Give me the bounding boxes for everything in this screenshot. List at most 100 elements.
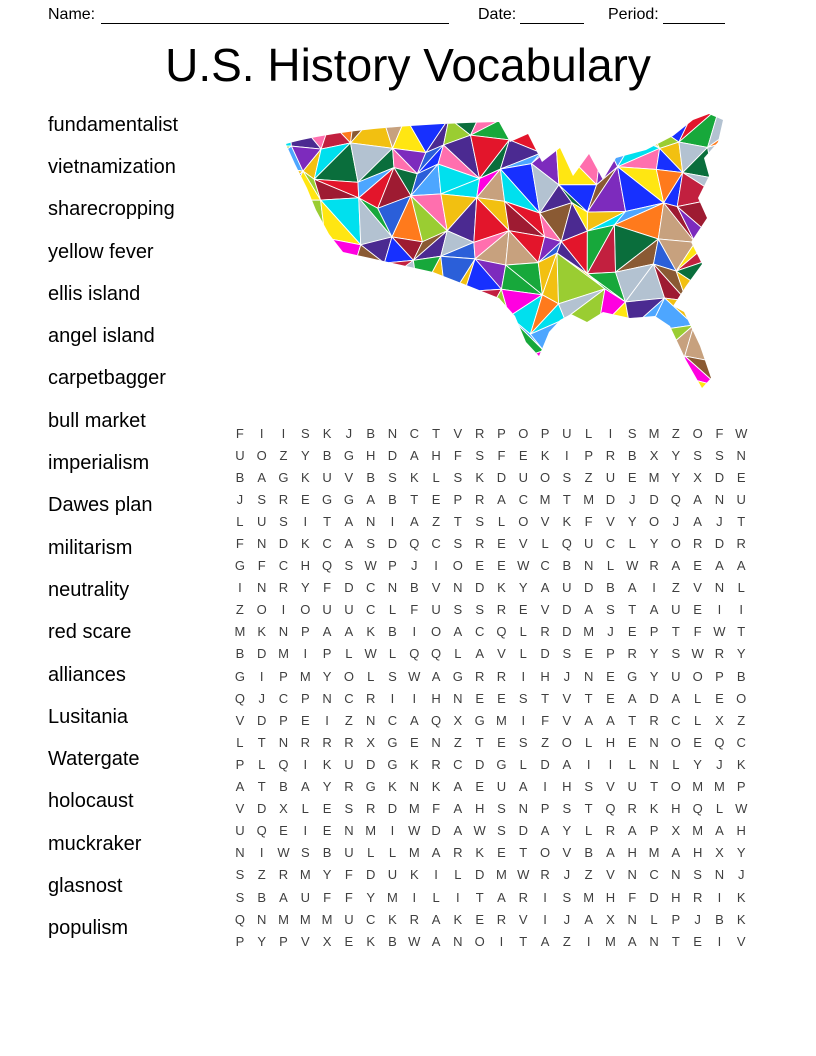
word-list-item: glasnost — [48, 874, 123, 897]
grid-letter: G — [474, 712, 485, 728]
grid-letter: G — [452, 668, 463, 684]
grid-letter: J — [628, 491, 636, 507]
grid-letter: D — [714, 536, 725, 552]
grid-letter: S — [715, 447, 724, 463]
grid-letter: K — [736, 911, 746, 927]
grid-letter: R — [605, 447, 616, 463]
grid-letter: I — [434, 558, 438, 574]
grid-letter: N — [736, 447, 746, 463]
grid-letter: T — [257, 734, 266, 750]
grid-letter: D — [583, 580, 594, 596]
word-list-item: red scare — [48, 621, 132, 644]
grid-letter: Y — [518, 580, 528, 596]
grid-letter: C — [365, 911, 376, 927]
grid-letter: T — [562, 491, 571, 507]
grid-letter: W — [735, 801, 748, 817]
grid-letter: M — [583, 889, 595, 905]
grid-letter: Q — [714, 734, 725, 750]
grid-letter: V — [606, 867, 615, 883]
grid-letter: Z — [344, 712, 353, 728]
grid-letter: R — [496, 668, 507, 684]
grid-letter: U — [344, 756, 354, 772]
grid-letter: J — [716, 756, 723, 772]
grid-letter: A — [344, 536, 354, 552]
grid-letter: I — [412, 889, 417, 905]
grid-letter: H — [671, 801, 681, 817]
grid-letter: Y — [322, 779, 332, 795]
grid-letter: V — [518, 911, 528, 927]
grid-letter: J — [672, 513, 680, 529]
grid-letter: F — [323, 580, 332, 596]
grid-letter: A — [453, 779, 463, 795]
grid-letter: G — [343, 447, 354, 463]
grid-letter: E — [300, 491, 310, 507]
grid-letter: V — [562, 690, 572, 706]
grid-letter: X — [322, 933, 332, 949]
grid-letter: A — [584, 911, 593, 927]
word-list-item: alliances — [48, 663, 126, 686]
grid-letter: E — [431, 491, 441, 507]
grid-letter: R — [344, 734, 354, 750]
us-map-image — [286, 114, 723, 388]
grid-letter: L — [585, 734, 593, 750]
word-list-item: populism — [48, 917, 129, 940]
grid-letter: N — [583, 668, 594, 684]
grid-letter: A — [606, 845, 615, 861]
grid-letter: Y — [322, 668, 332, 684]
grid-letter: S — [453, 536, 463, 552]
word-list-item: yellow fever — [48, 240, 154, 263]
grid-letter: O — [561, 734, 572, 750]
grid-letter: R — [365, 801, 376, 817]
grid-letter: G — [627, 668, 638, 684]
grid-letter: K — [475, 469, 484, 485]
grid-letter: C — [365, 580, 376, 596]
grid-letter: H — [605, 734, 616, 750]
grid-letter: S — [453, 602, 463, 618]
grid-letter: L — [432, 469, 440, 485]
grid-letter: N — [671, 867, 681, 883]
grid-letter: I — [303, 823, 308, 839]
grid-letter: R — [692, 889, 703, 905]
grid-letter: Y — [649, 668, 659, 684]
grid-letter: S — [518, 690, 528, 706]
grid-letter: M — [387, 889, 398, 905]
grid-letter: P — [235, 756, 245, 772]
grid-letter: D — [649, 491, 659, 507]
grid-letter: S — [279, 513, 288, 529]
grid-letter: Q — [496, 624, 507, 640]
grid-letter: W — [408, 823, 421, 839]
grid-letter: L — [672, 756, 680, 772]
grid-letter: A — [671, 690, 681, 706]
grid-letter: U — [235, 447, 245, 463]
grid-letter: D — [257, 646, 267, 662]
grid-letter: K — [366, 933, 376, 949]
grid-letter: F — [323, 889, 332, 905]
grid-letter: S — [562, 646, 572, 662]
grid-letter: D — [431, 823, 441, 839]
grid-letter: I — [238, 580, 242, 596]
grid-letter: M — [496, 712, 507, 728]
grid-letter: A — [693, 513, 702, 529]
grid-letter: A — [475, 646, 484, 662]
grid-letter: I — [608, 425, 613, 441]
grid-letter: U — [562, 425, 572, 441]
grid-letter: N — [649, 734, 659, 750]
grid-letter: O — [474, 933, 485, 949]
grid-letter: V — [518, 536, 528, 552]
grid-letter: B — [322, 845, 332, 861]
grid-letter: I — [259, 425, 264, 441]
grid-letter: L — [236, 513, 244, 529]
grid-letter: P — [279, 712, 288, 728]
grid-letter: Z — [541, 734, 550, 750]
grid-letter: I — [652, 580, 656, 596]
grid-letter: E — [497, 558, 506, 574]
grid-letter: Y — [736, 646, 746, 662]
grid-letter: B — [409, 580, 419, 596]
grid-letter: Y — [649, 536, 659, 552]
grid-letter: I — [325, 712, 329, 728]
